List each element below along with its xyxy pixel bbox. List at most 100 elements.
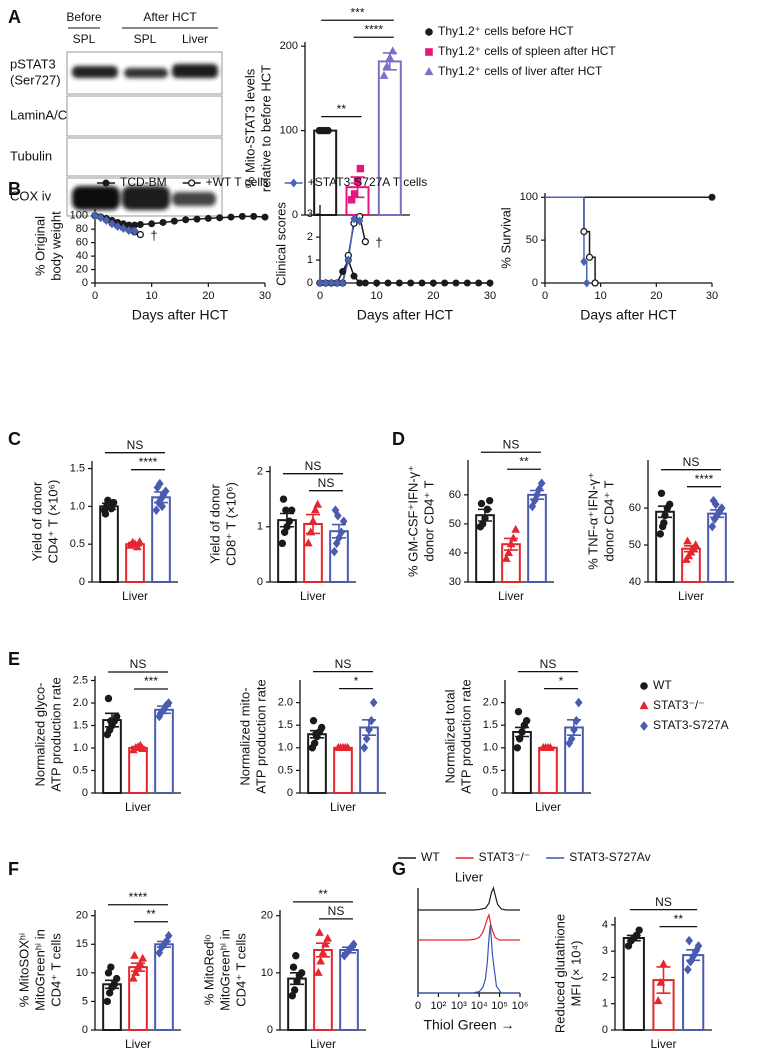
point (361, 279, 369, 287)
point (356, 216, 364, 226)
y-axis-label: MitoGreenʰⁱ in (32, 929, 47, 1011)
blot-group: After HCT (143, 10, 197, 24)
error-bar (567, 718, 581, 736)
point (382, 61, 392, 70)
significance-label: NS (127, 438, 144, 452)
x-tick-label: 10⁴ (471, 1000, 488, 1012)
band (122, 186, 170, 210)
bar (339, 949, 359, 1031)
y-tick-label: 40 (76, 250, 88, 262)
error-bar (515, 726, 529, 738)
point (130, 950, 139, 959)
panel-label: B (8, 179, 21, 199)
significance-label: ** (674, 912, 684, 926)
chart-title: Liver (455, 869, 484, 884)
y-axis-label: MFI (× 10⁴) (568, 941, 583, 1007)
point (452, 279, 460, 287)
legend-marker (640, 721, 648, 731)
y-axis-label: % GM-CSF⁺IFN-γ⁺ (405, 465, 420, 577)
blot-row-label: (Ser727) (10, 72, 61, 87)
blot-bands (72, 64, 218, 210)
x-axis-label: Liver (125, 800, 151, 814)
point (635, 926, 643, 934)
y-axis-label: Reduced glutathione (552, 914, 567, 1033)
series-line (545, 196, 596, 283)
point (333, 510, 342, 521)
point (683, 964, 692, 975)
significance-label: **** (695, 472, 714, 486)
point (574, 697, 583, 708)
significance-label: * (354, 674, 359, 688)
point (125, 225, 133, 236)
legend-marker (639, 701, 649, 710)
x-tick-label: 10 (595, 290, 607, 302)
error-bar (306, 513, 320, 535)
point (289, 963, 298, 971)
y-tick-label: 2.0 (483, 697, 498, 709)
y-axis-label: Yield of donor (207, 483, 222, 563)
point (132, 542, 142, 551)
point (580, 227, 588, 236)
point (384, 279, 392, 287)
error-bar (710, 509, 724, 519)
point (369, 697, 378, 708)
y-tick-label: 0 (492, 787, 498, 799)
point (164, 930, 173, 941)
point (683, 536, 692, 545)
point (356, 164, 365, 173)
point (312, 730, 320, 738)
error-bar (332, 523, 346, 539)
bar (377, 60, 402, 216)
point (316, 956, 326, 965)
y-tick-label: 60 (449, 489, 461, 501)
point (135, 537, 145, 545)
bar (99, 505, 119, 583)
x-tick-label: 10 (371, 290, 383, 302)
legend-label: +WT T cells (206, 175, 269, 189)
point (486, 279, 494, 287)
y-tick-label: 2.0 (278, 697, 293, 709)
error-bar (504, 537, 518, 551)
x-axis-label: Liver (310, 1037, 336, 1051)
point (656, 977, 666, 986)
y-tick-label: 60 (629, 502, 641, 514)
point (591, 279, 599, 287)
bar (154, 708, 174, 794)
point (278, 539, 287, 548)
point (152, 505, 161, 515)
annotation: † (375, 235, 382, 250)
blot-lane: Liver (182, 32, 208, 46)
point (309, 716, 318, 725)
x-axis-label: Liver (300, 589, 326, 603)
point (330, 546, 339, 557)
point (379, 70, 389, 79)
point (136, 230, 144, 239)
y-tick-label: 50 (526, 234, 538, 246)
point (659, 959, 668, 968)
error-bar (154, 491, 168, 504)
point (101, 510, 110, 518)
point (441, 279, 449, 287)
y-tick-label: 0.5 (70, 538, 85, 550)
y-tick-label: 40 (629, 576, 641, 588)
x-axis-label: Liver (498, 589, 524, 603)
x-axis-label: Days after HCT (132, 307, 229, 323)
legend-marker (640, 682, 648, 690)
legend-label: STAT3⁻/⁻ (653, 698, 705, 712)
legend-marker (290, 178, 298, 188)
point (373, 279, 381, 287)
blot-row (66, 137, 223, 177)
y-axis-label: donor CD4⁺ T (421, 480, 436, 561)
y-tick-label: 0 (287, 787, 293, 799)
point (477, 499, 486, 508)
point (522, 716, 531, 725)
point (511, 524, 521, 533)
error-bar (131, 962, 145, 972)
point (583, 278, 591, 288)
y-tick-label: 2 (257, 465, 263, 477)
bar (333, 746, 353, 794)
y-tick-label: 0.5 (483, 764, 498, 776)
band (172, 64, 218, 78)
y-tick-label: 0 (267, 1024, 273, 1036)
y-axis-label: donor CD4⁺ T (601, 480, 616, 561)
